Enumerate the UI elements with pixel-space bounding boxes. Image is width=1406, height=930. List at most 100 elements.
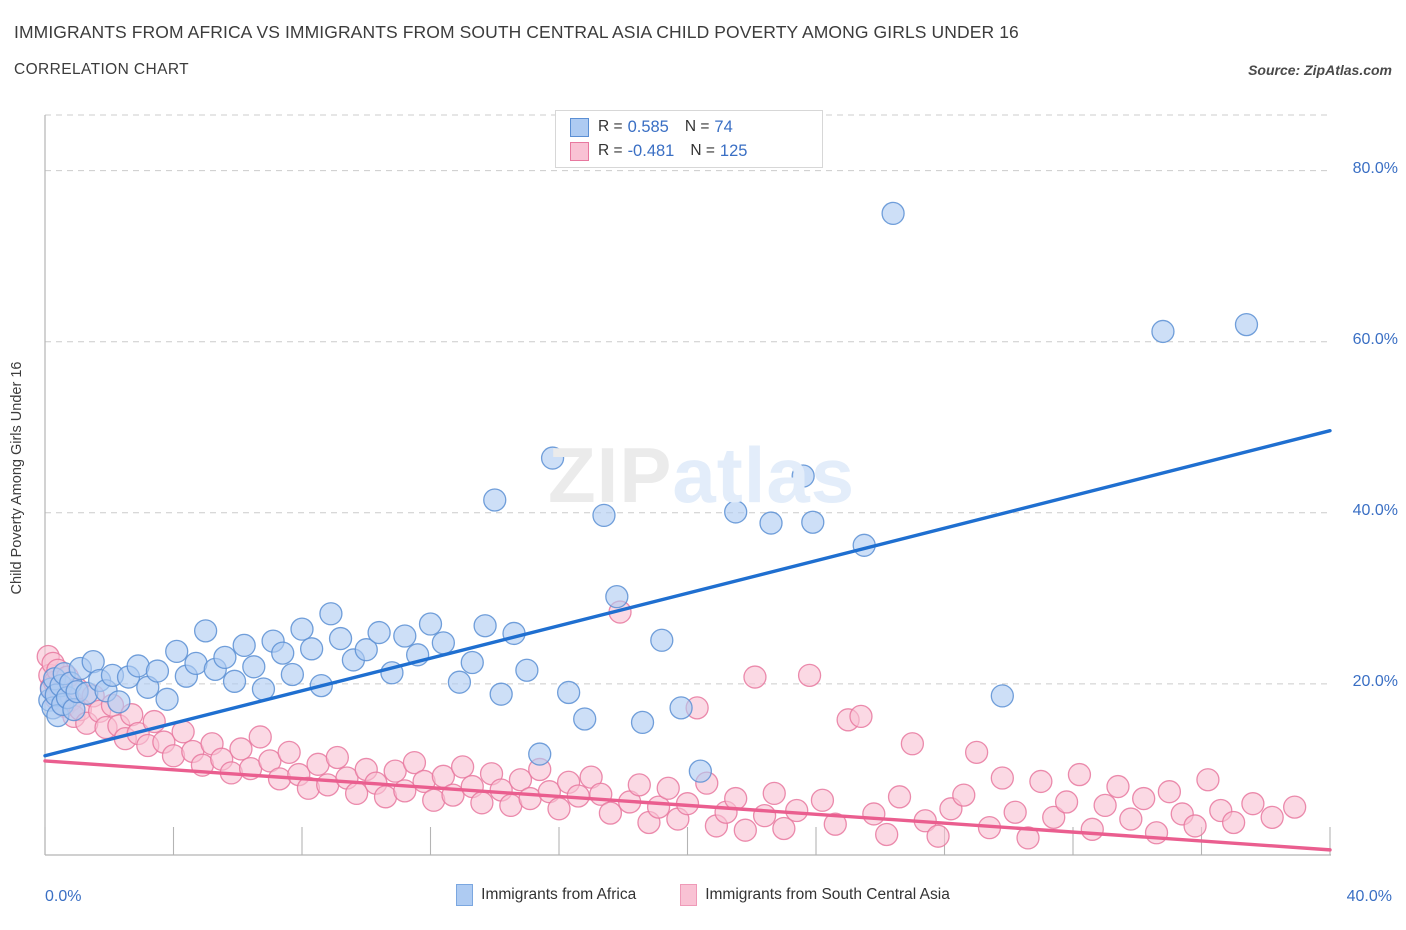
data-point bbox=[926, 824, 950, 848]
data-point bbox=[1119, 807, 1143, 831]
data-point bbox=[165, 639, 189, 664]
legend-label-south-central-asia: Immigrants from South Central Asia bbox=[705, 886, 950, 903]
y-axis-tick-20: 20.0% bbox=[1352, 672, 1398, 690]
correlation-stats-legend: R = 0.585 N = 74 R = -0.481 N = 125 bbox=[555, 110, 823, 168]
stats-row-africa: R = 0.585 N = 74 bbox=[570, 115, 822, 139]
data-point bbox=[418, 612, 443, 636]
legend-item-africa[interactable]: Immigrants from Africa bbox=[456, 884, 636, 906]
data-point bbox=[990, 684, 1014, 708]
data-point bbox=[952, 783, 976, 807]
x-axis-max-label: 40.0% bbox=[1346, 888, 1392, 905]
data-point bbox=[797, 663, 822, 687]
data-point bbox=[528, 742, 552, 766]
data-point bbox=[823, 812, 847, 836]
data-point bbox=[810, 788, 835, 812]
page-subtitle: CORRELATION CHART bbox=[14, 61, 190, 78]
data-point bbox=[222, 669, 247, 693]
data-point bbox=[393, 779, 417, 803]
data-point bbox=[229, 737, 253, 761]
data-point bbox=[881, 201, 905, 226]
data-point bbox=[791, 464, 815, 488]
legend-label-africa: Immigrants from Africa bbox=[481, 886, 637, 903]
data-point bbox=[328, 626, 353, 651]
data-point bbox=[393, 624, 417, 648]
data-point bbox=[630, 710, 655, 735]
data-point bbox=[724, 500, 748, 524]
y-axis-tick-60: 60.0% bbox=[1352, 330, 1398, 348]
legend-color-africa-icon bbox=[456, 884, 474, 906]
data-point bbox=[367, 620, 391, 645]
data-point bbox=[1093, 793, 1117, 818]
data-point bbox=[280, 662, 305, 687]
data-point bbox=[1067, 762, 1092, 787]
data-point bbox=[772, 816, 796, 841]
data-point bbox=[1106, 774, 1130, 799]
data-point bbox=[258, 749, 282, 773]
data-point bbox=[184, 651, 208, 676]
data-point bbox=[875, 822, 899, 847]
data-point bbox=[402, 750, 427, 775]
data-point bbox=[887, 785, 912, 809]
data-point bbox=[547, 797, 571, 821]
data-point bbox=[1157, 780, 1182, 804]
data-point bbox=[1132, 786, 1156, 811]
data-point bbox=[1221, 810, 1246, 835]
data-point bbox=[1003, 800, 1027, 824]
data-point bbox=[743, 665, 767, 689]
stats-row-south-central-asia: R = -0.481 N = 125 bbox=[570, 139, 822, 163]
data-point bbox=[1144, 821, 1169, 845]
data-point bbox=[319, 602, 343, 626]
trendline-africa bbox=[43, 428, 1332, 758]
data-point bbox=[383, 759, 407, 783]
data-point bbox=[450, 755, 475, 779]
legend-swatch-africa-icon bbox=[570, 117, 589, 137]
data-point bbox=[126, 654, 150, 678]
data-point bbox=[990, 766, 1014, 790]
data-point bbox=[470, 791, 494, 815]
data-point bbox=[785, 798, 809, 823]
data-point bbox=[1183, 814, 1207, 838]
data-point bbox=[801, 510, 825, 534]
data-point bbox=[900, 732, 925, 756]
y-axis-tick-40: 40.0% bbox=[1352, 501, 1398, 519]
data-point bbox=[669, 696, 693, 720]
data-point bbox=[299, 637, 324, 661]
data-point bbox=[1080, 817, 1104, 841]
data-point bbox=[489, 682, 513, 706]
data-point bbox=[627, 773, 651, 797]
data-point bbox=[155, 687, 179, 711]
data-point bbox=[431, 631, 456, 655]
data-point bbox=[460, 650, 484, 675]
page-title: IMMIGRANTS FROM AFRICA VS IMMIGRANTS FRO… bbox=[14, 22, 1019, 42]
data-point bbox=[556, 680, 581, 705]
data-point bbox=[656, 776, 680, 800]
data-point bbox=[145, 659, 170, 683]
data-point bbox=[592, 503, 616, 528]
data-point bbox=[573, 707, 597, 731]
data-point bbox=[1016, 826, 1040, 850]
data-point bbox=[271, 641, 295, 665]
data-point bbox=[862, 802, 886, 826]
n-value-sca: 125 bbox=[719, 141, 748, 160]
n-value-africa: 74 bbox=[714, 117, 733, 136]
data-point bbox=[290, 617, 314, 641]
legend-color-south-central-asia-icon bbox=[680, 884, 698, 906]
data-point bbox=[598, 801, 623, 825]
y-axis-tick-80: 80.0% bbox=[1352, 159, 1398, 177]
x-axis-min-label: 0.0% bbox=[45, 888, 82, 905]
data-point bbox=[688, 759, 712, 783]
data-point bbox=[447, 670, 472, 694]
data-point bbox=[724, 786, 748, 811]
data-point bbox=[193, 619, 218, 643]
legend-swatch-south-central-asia-icon bbox=[570, 141, 589, 161]
r-key-africa: R = bbox=[598, 118, 623, 135]
r-key-sca: R = bbox=[598, 142, 623, 159]
legend-item-south-central-asia[interactable]: Immigrants from South Central Asia bbox=[680, 884, 950, 906]
r-value-africa: 0.585 bbox=[627, 117, 669, 136]
data-point bbox=[242, 655, 266, 679]
data-point bbox=[1234, 312, 1259, 337]
data-point bbox=[473, 614, 497, 638]
data-point bbox=[650, 628, 674, 652]
